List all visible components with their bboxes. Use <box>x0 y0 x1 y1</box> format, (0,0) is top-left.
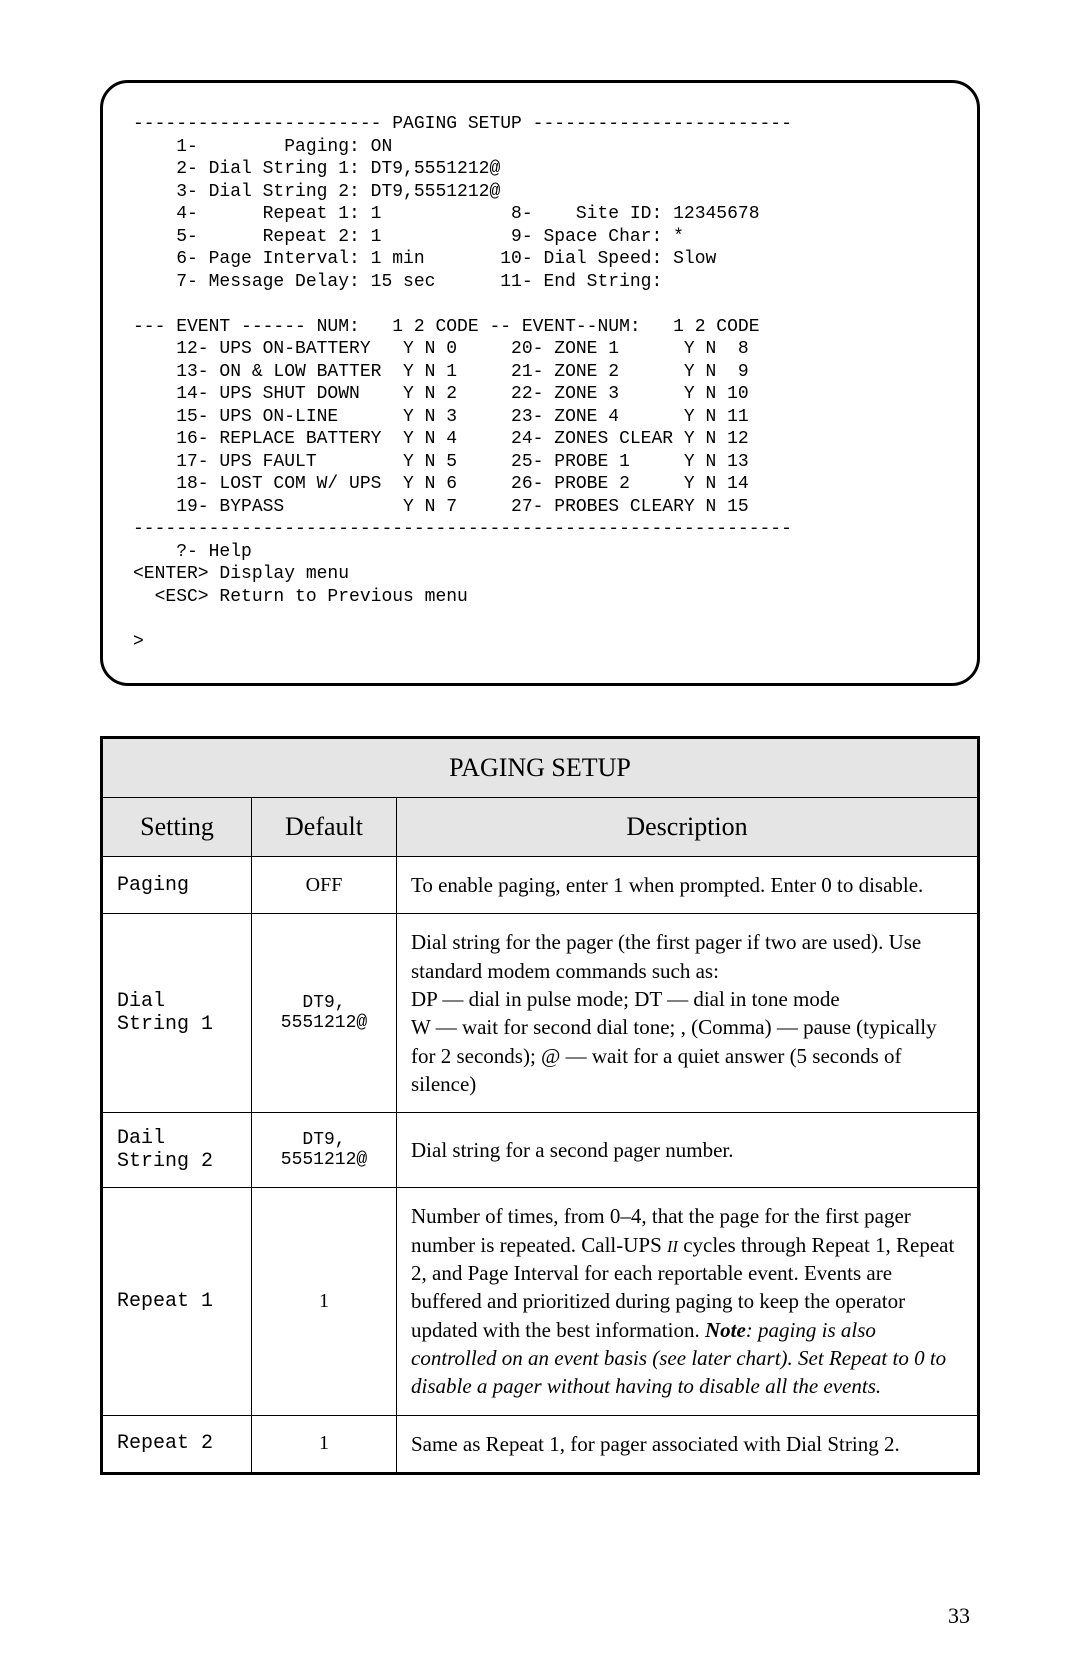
page: ----------------------- PAGING SETUP ---… <box>0 0 1080 1669</box>
terminal-text: ----------------------- PAGING SETUP ---… <box>133 114 792 652</box>
cell-setting: DialString 1 <box>102 914 252 1113</box>
cell-default: OFF <box>252 857 397 914</box>
header-setting: Setting <box>102 798 252 857</box>
cell-description: Number of times, from 0–4, that the page… <box>397 1188 979 1415</box>
page-number: 33 <box>948 1603 970 1629</box>
table-body: PagingOFFTo enable paging, enter 1 when … <box>102 857 979 1474</box>
header-description: Description <box>397 798 979 857</box>
cell-default: DT9,5551212@ <box>252 1113 397 1188</box>
cell-description: Dial string for a second pager number. <box>397 1113 979 1188</box>
table-title: PAGING SETUP <box>102 738 979 798</box>
cell-description: Same as Repeat 1, for pager associated w… <box>397 1415 979 1473</box>
table-row: Repeat 11Number of times, from 0–4, that… <box>102 1188 979 1415</box>
cell-setting: Paging <box>102 857 252 914</box>
paging-setup-table: PAGING SETUP Setting Default Description… <box>100 736 980 1475</box>
cell-default: DT9,5551212@ <box>252 914 397 1113</box>
cell-description: To enable paging, enter 1 when prompted.… <box>397 857 979 914</box>
cell-description: Dial string for the pager (the first pag… <box>397 914 979 1113</box>
header-default: Default <box>252 798 397 857</box>
table-row: DailString 2DT9,5551212@Dial string for … <box>102 1113 979 1188</box>
table-row: DialString 1DT9,5551212@Dial string for … <box>102 914 979 1113</box>
cell-default: 1 <box>252 1188 397 1415</box>
cell-setting: Repeat 1 <box>102 1188 252 1415</box>
table-row: PagingOFFTo enable paging, enter 1 when … <box>102 857 979 914</box>
table-row: Repeat 21Same as Repeat 1, for pager ass… <box>102 1415 979 1473</box>
terminal-box: ----------------------- PAGING SETUP ---… <box>100 80 980 686</box>
cell-default: 1 <box>252 1415 397 1473</box>
cell-setting: Repeat 2 <box>102 1415 252 1473</box>
cell-setting: DailString 2 <box>102 1113 252 1188</box>
